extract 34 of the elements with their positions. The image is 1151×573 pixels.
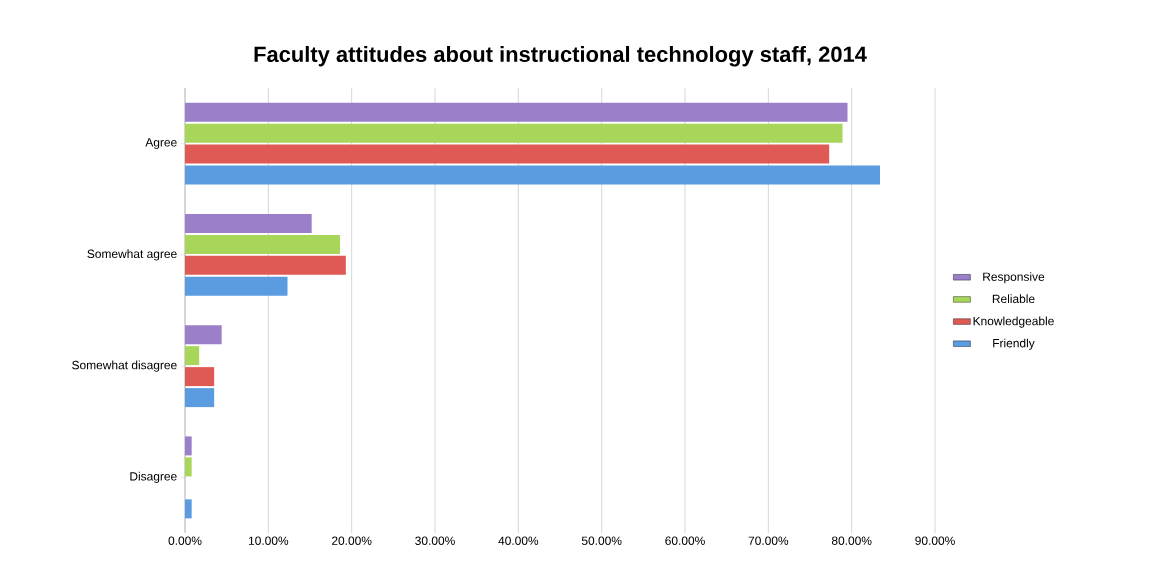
x-tick-label: 40.00% [498,536,539,545]
bar [185,436,192,456]
x-tick-label: 60.00% [665,536,705,545]
bar [185,102,848,122]
y-tick-label: Disagree [130,471,177,483]
bar [185,325,222,345]
x-tick-label: 70.00% [748,536,789,545]
x-tick-label: 90.00% [915,536,955,545]
x-tick-label: 50.00% [581,536,622,545]
bar [185,213,312,233]
bar [185,165,881,185]
y-tick-label: Somewhat agree [87,249,177,261]
chart-title: Faculty attitudes about instructional technology staff, 2014 [254,45,867,67]
x-tick-label: 20.00% [331,536,372,545]
bar [185,276,288,296]
bar [185,144,830,164]
bar [185,499,192,519]
x-tick-label: 10.00% [248,536,289,545]
bar [185,367,215,387]
legend-label: Friendly [993,338,1035,350]
legend-label: Knowledgeable [973,316,1054,328]
legend-label: Reliable [992,294,1035,304]
bar [185,388,215,408]
bar [185,457,192,477]
bar [185,234,340,254]
legend-label: Responsive [983,272,1045,284]
bar [185,255,346,275]
bar [185,123,843,143]
bar [185,346,200,366]
x-tick-label: 0.00% [168,536,202,545]
y-tick-label: Somewhat disagree [72,360,177,372]
x-tick-label: 80.00% [831,536,872,545]
y-tick-label: Agree [145,138,177,149]
x-tick-label: 30.00% [415,536,455,545]
